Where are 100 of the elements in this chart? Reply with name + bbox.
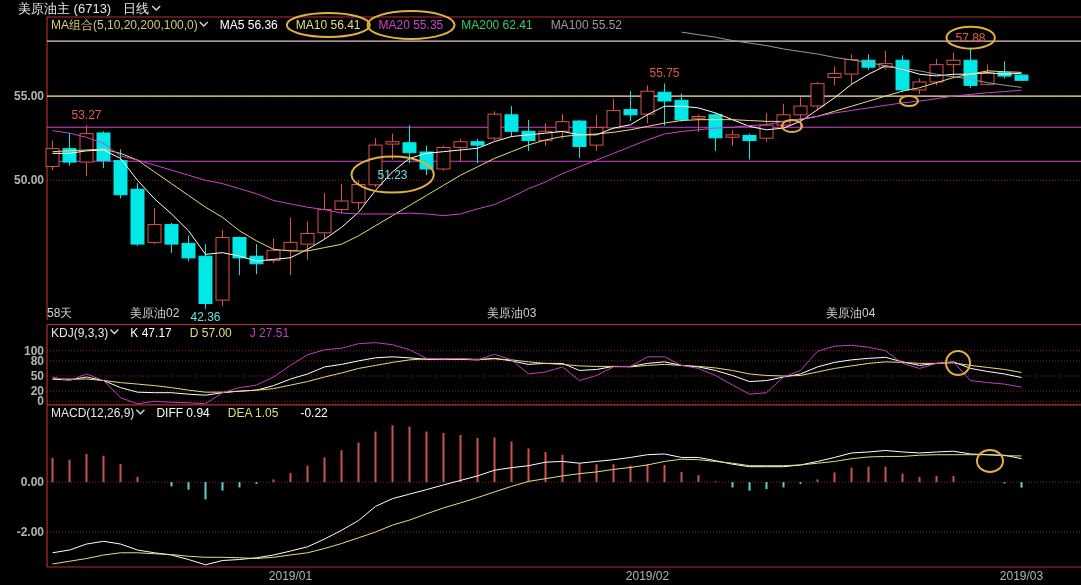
- bar: [102, 455, 105, 483]
- candlestick: [164, 222, 179, 254]
- y-tick-label: -2.00: [16, 525, 45, 540]
- bar: [918, 476, 921, 483]
- bar: [272, 479, 275, 483]
- bar: [901, 473, 904, 483]
- legend-title: MA组合(5,10,20,200,100,0): [51, 18, 198, 32]
- candlestick: [300, 221, 315, 261]
- bar: [493, 437, 496, 483]
- bar: [85, 453, 88, 483]
- candlestick: [946, 52, 961, 79]
- candlestick: [283, 217, 298, 276]
- candlestick: [453, 138, 468, 162]
- line-series: [681, 31, 1022, 88]
- bar: [935, 475, 938, 483]
- bar: [595, 464, 598, 483]
- bar: [816, 479, 819, 483]
- bar: [374, 431, 377, 483]
- candlestick: [436, 145, 451, 172]
- candlestick: [470, 138, 485, 164]
- candlestick: [232, 236, 247, 276]
- candlestick: [827, 65, 842, 86]
- y-tick-label: 0: [37, 394, 45, 409]
- candlestick: [844, 53, 859, 86]
- text: MA100 55.52: [550, 18, 623, 32]
- y-tick-label: 55.00: [13, 89, 45, 104]
- text: D 57.00: [189, 325, 233, 340]
- bar: [119, 463, 122, 483]
- legend-label: MA200 62.41: [461, 18, 533, 32]
- chart-subtitle: 日线: [123, 1, 150, 16]
- bar: [510, 441, 513, 483]
- annotation: 55.75: [649, 66, 680, 81]
- bar: [221, 482, 224, 491]
- legend-title: KDJ(9,3,3): [51, 325, 109, 340]
- x-tick-label: 2019/03: [999, 569, 1044, 583]
- annotation: 57.88: [955, 30, 986, 45]
- candlestick: [657, 82, 672, 127]
- candlestick: [742, 133, 757, 161]
- bar: [391, 425, 394, 483]
- bar: [425, 431, 428, 483]
- annotation: 53.27: [71, 108, 102, 123]
- bar: [867, 466, 870, 483]
- series-label: J 27.51: [249, 325, 290, 340]
- annotation: 58天: [47, 306, 73, 320]
- x-tick-label: 2019/02: [625, 569, 670, 583]
- bar: [306, 465, 309, 483]
- text: MA5 56.36: [219, 18, 279, 32]
- bar: [442, 433, 445, 483]
- candlestick: [351, 179, 366, 211]
- bar: [782, 482, 785, 488]
- text: K 47.17: [130, 325, 173, 340]
- candlestick: [147, 207, 162, 245]
- bar: [136, 476, 139, 483]
- candlestick: [623, 90, 638, 122]
- annotation: 美原油02: [130, 306, 180, 320]
- candlestick: [521, 119, 536, 152]
- candlestick: [504, 105, 519, 138]
- y-tick-label: 0.00: [20, 475, 45, 490]
- bar: [697, 475, 700, 483]
- bar: [289, 472, 292, 483]
- bar: [833, 472, 836, 483]
- bar: [51, 457, 54, 483]
- candlestick: [606, 98, 621, 130]
- candlestick: [759, 112, 774, 143]
- candlestick: [181, 235, 196, 262]
- bar: [204, 482, 207, 500]
- bar: [884, 466, 887, 483]
- candlestick: [589, 114, 604, 152]
- text: MA20 55.35: [378, 18, 444, 32]
- y-tick-label: 50: [30, 369, 45, 384]
- bar: [952, 475, 955, 483]
- bar: [68, 459, 71, 483]
- annotation: 42.36: [190, 310, 221, 324]
- candlestick: [810, 81, 825, 112]
- bar: [187, 482, 190, 490]
- bar: [731, 482, 734, 488]
- line-series: [52, 342, 1022, 405]
- text: DIFF 0.94: [156, 405, 211, 420]
- bar: [612, 464, 615, 483]
- bar: [629, 465, 632, 483]
- chart-title: 美原油主 (6713): [18, 1, 112, 16]
- text: DEA 1.05: [227, 405, 279, 420]
- candlestick: [674, 92, 689, 123]
- bar: [408, 426, 411, 483]
- annotation: 美原油03: [487, 306, 537, 320]
- candlestick: [402, 124, 417, 164]
- y-tick-label: 50.00: [13, 173, 45, 188]
- candlestick: [385, 133, 400, 161]
- candlestick: [45, 140, 60, 171]
- bar: [748, 482, 751, 491]
- bar: [646, 464, 649, 483]
- bar: [238, 482, 241, 488]
- annotation: 美原油04: [826, 306, 876, 320]
- bar: [527, 448, 530, 483]
- candlestick: [317, 192, 332, 240]
- annotation: -0.22: [300, 405, 329, 420]
- candlestick: [334, 183, 349, 214]
- bar: [476, 437, 479, 483]
- bar: [765, 482, 768, 490]
- x-tick-label: 2019/01: [268, 569, 313, 583]
